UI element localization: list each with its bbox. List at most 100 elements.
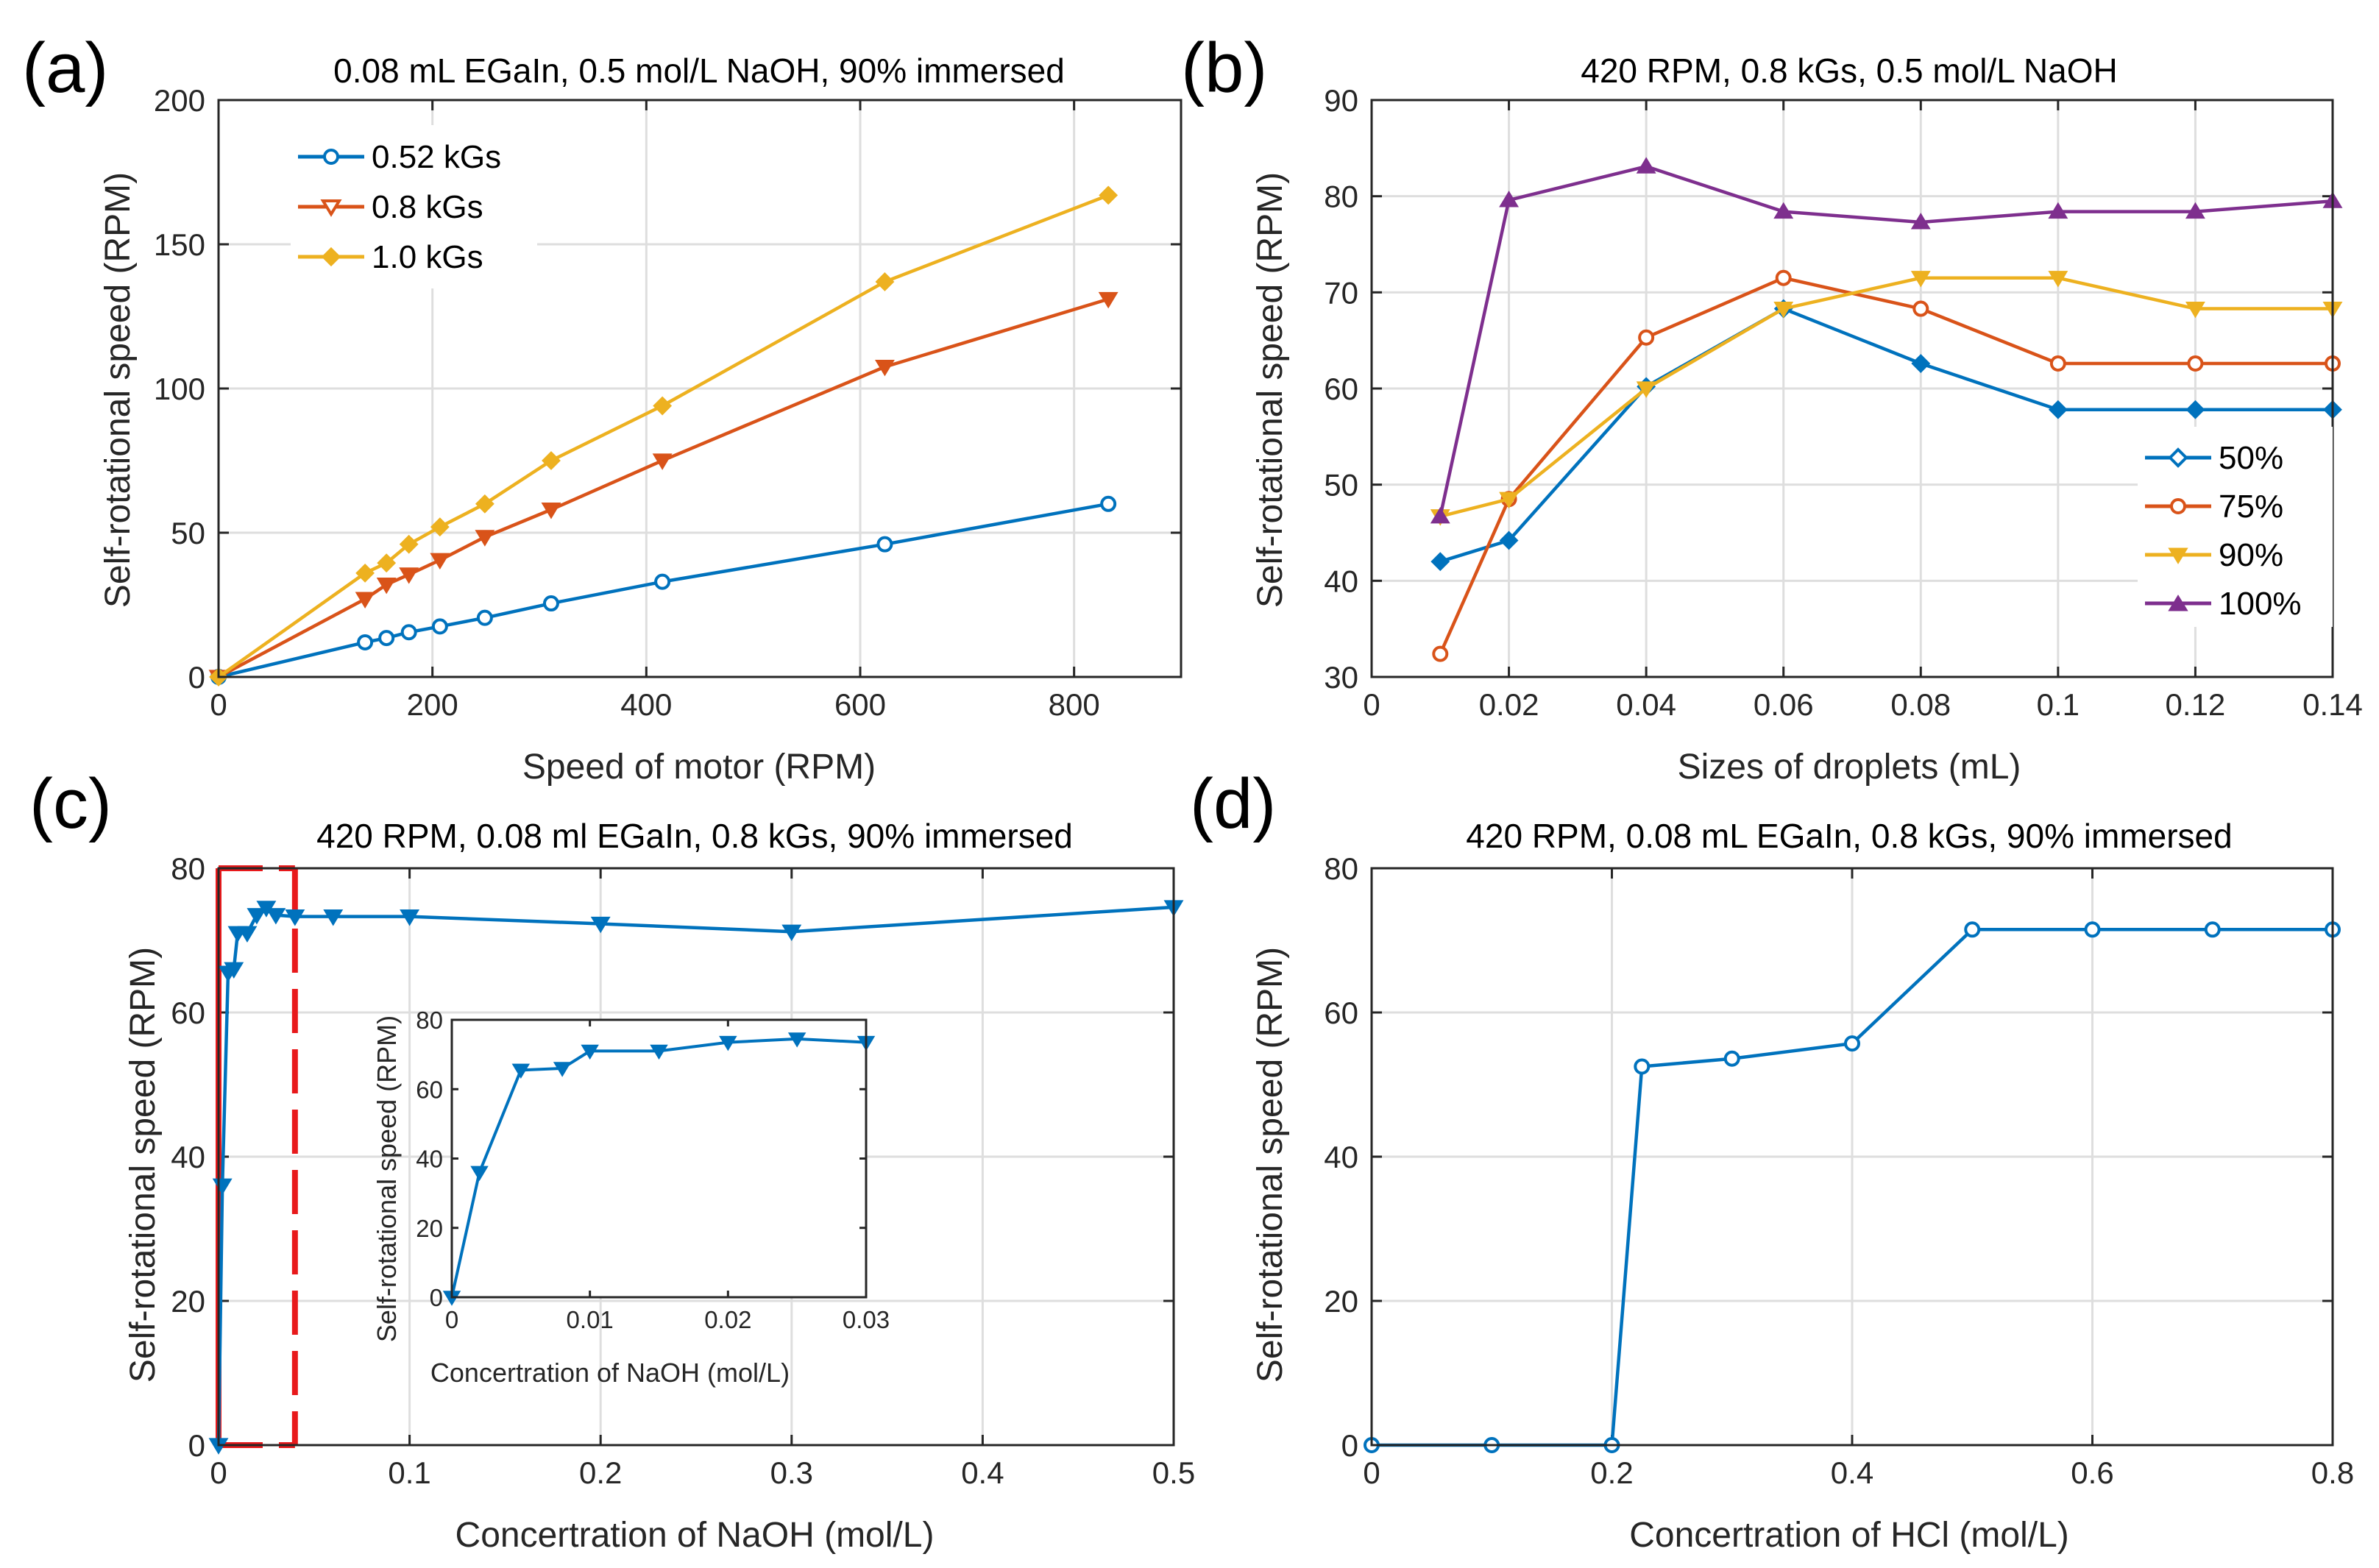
- panel-c-title: 420 RPM, 0.08 ml EGaIn, 0.8 kGs, 90% imm…: [316, 817, 1073, 855]
- panel-d-ytick-label: 20: [1324, 1284, 1358, 1319]
- panel-a-series-3-point: [875, 272, 895, 291]
- panel-d: (d) 420 RPM, 0.08 mL EGaIn, 0.8 kGs, 90%…: [1190, 765, 2354, 1555]
- panel-a-series-3-point: [399, 534, 419, 554]
- panel-b-legend-label-1: 50%: [2219, 440, 2283, 476]
- panel-b-series-2-point: [1775, 269, 1792, 286]
- panel-b-legend: 50% 75% 90% 100%: [2138, 427, 2333, 627]
- panel-a-series-3-point: [475, 494, 494, 514]
- panel-b-series-3-point: [1910, 271, 1931, 288]
- panel-b-legend-label-4: 100%: [2219, 586, 2302, 622]
- panel-c-inset-plot-area: [452, 1020, 866, 1297]
- panel-b-series-1-point: [2048, 400, 2068, 419]
- panel-b-xtick-label: 0.02: [1479, 687, 1539, 722]
- panel-a-axes-frame: [217, 99, 1183, 678]
- panel-b-series-1-point: [1911, 354, 1931, 373]
- panel-c-plot: 0 0.1 0.2 0.3 0.4 0.5 0 20 40 60 80: [171, 851, 1195, 1490]
- panel-b-xtick-label: 0.06: [1754, 687, 1814, 722]
- panel-d-xtick-label: 0: [1363, 1455, 1380, 1490]
- panel-b-legend-box: [2138, 427, 2333, 627]
- panel-a-series-3-point: [377, 553, 397, 573]
- panel-a-series-3-point: [430, 517, 450, 537]
- panel-b-series-3-point: [1499, 492, 1520, 509]
- panel-c-inset-series-1-point: [650, 1044, 668, 1060]
- panel-a-series-2-line: [217, 297, 1109, 678]
- panel-c-series-1-point: [590, 916, 611, 934]
- panel-d-xlabel: Concertration of HCl (mol/L): [1629, 1516, 2069, 1555]
- panel-a-series-1-point: [357, 634, 374, 650]
- panel-d-series-1-point: [1964, 921, 1981, 938]
- panel-b-ytick-label: 40: [1324, 564, 1358, 598]
- panel-b: (b) 420 RPM, 0.8 kGs, 0.5 mol/L NaOH 0 0.…: [1181, 29, 2363, 787]
- panel-a-series-3-line: [217, 194, 1109, 678]
- panel-a-legend-label-2: 0.8 kGs: [372, 189, 483, 225]
- panel-b-xlabel: Sizes of droplets (mL): [1678, 748, 2021, 787]
- panel-b-series-1-point: [1499, 531, 1519, 550]
- panel-a-series-2-point: [652, 453, 673, 470]
- panel-d-xtick-label: 0.4: [1831, 1455, 1873, 1490]
- panel-a-series-1-line: [218, 502, 1109, 679]
- panel-d-series-1-point: [1844, 1035, 1860, 1052]
- panel-c-series-1-point: [266, 908, 286, 925]
- panel-a-xlabel: Speed of motor (RPM): [522, 748, 876, 787]
- panel-a-series-3-point: [355, 563, 375, 583]
- panel-a-series-3-point: [653, 396, 673, 416]
- panel-c-inset-series-1-point: [470, 1166, 489, 1182]
- panel-d-xtick-label: 0.2: [1590, 1455, 1633, 1490]
- panel-c-inset: 0 0.01 0.02 0.03 0 20 40 60 80: [416, 1007, 890, 1333]
- panel-a-series-2-point: [475, 530, 495, 547]
- panel-b-title: 420 RPM, 0.8 kGs, 0.5 mol/L NaOH: [1581, 52, 2117, 90]
- panel-c-inset-ytick-label: 80: [416, 1007, 443, 1034]
- panel-b-series-2-point: [2049, 355, 2066, 372]
- panel-a-series-1-point: [654, 573, 671, 590]
- panel-a-legend-label-1: 0.52 kGs: [372, 139, 501, 175]
- panel-a-series-1-point: [542, 595, 559, 612]
- panel-c-inset-series-1-point: [787, 1032, 806, 1048]
- panel-a-legend-marker-3: [321, 246, 341, 267]
- panel-a-series-1-point: [1100, 495, 1117, 512]
- panel-b-legend-marker-1: [2168, 447, 2188, 468]
- panel-b-series-4-point: [1910, 213, 1931, 230]
- panel-b-series-1-point: [2185, 400, 2205, 419]
- panel-a-ytick-label: 50: [171, 516, 205, 550]
- panel-d-ylabel: Self-rotational speed (RPM): [1251, 947, 1290, 1383]
- panel-a-series-1-point: [400, 624, 417, 641]
- panel-a-xtick-label: 800: [1049, 687, 1100, 722]
- panel-b-ytick-label: 70: [1324, 275, 1358, 310]
- panel-c-ylabel: Self-rotational speed (RPM): [124, 947, 163, 1383]
- panel-b-xtick-label: 0.04: [1616, 687, 1676, 722]
- panel-c-series-1-point: [323, 909, 344, 926]
- panel-b-ytick-label: 50: [1324, 468, 1358, 503]
- panel-a-series-3-point: [1099, 185, 1118, 205]
- panel-c-series-1-point: [400, 909, 420, 926]
- panel-c-inset-series-1-point: [553, 1062, 572, 1077]
- panel-b-xtick-label: 0.12: [2166, 687, 2226, 722]
- panel-c-xtick-label: 0: [210, 1455, 227, 1490]
- panel-b-series-2-point: [1432, 645, 1449, 662]
- panel-c-ytick-label: 80: [171, 851, 205, 886]
- panel-b-series-1-point: [1430, 552, 1450, 572]
- panel-b-ytick-label: 90: [1324, 83, 1358, 118]
- panel-b-ylabel: Self-rotational speed (RPM): [1251, 172, 1290, 608]
- panel-c-inset-series-1-point: [581, 1044, 599, 1060]
- panel-a-legend: 0.52 kGs 0.8 kGs 1.0 kGs: [291, 125, 537, 288]
- panel-a-legend-label-3: 1.0 kGs: [372, 239, 483, 275]
- panel-a-legend-marker-2: [320, 199, 342, 217]
- panel-a-series-3-point: [542, 451, 561, 470]
- panel-b-xtick-label: 0: [1363, 687, 1380, 722]
- panel-a-series-1-point: [378, 630, 395, 647]
- panel-b-ytick-label: 80: [1324, 180, 1358, 214]
- panel-c-series-1-point: [781, 924, 802, 942]
- panel-c: (c) 420 RPM, 0.08 ml EGaIn, 0.8 kGs, 90%…: [29, 765, 1195, 1555]
- panel-a-series-2-point: [399, 567, 419, 584]
- panel-a-series-2-point: [541, 503, 561, 519]
- panel-d-xtick-label: 0.8: [2311, 1455, 2354, 1490]
- panel-c-inset-xtick-label: 0.03: [843, 1306, 890, 1333]
- panel-c-inset-series-1-point: [719, 1035, 737, 1051]
- panel-c-inset-xtick-label: 0: [445, 1306, 458, 1333]
- panel-c-inset-ytick-label: 60: [416, 1076, 443, 1103]
- panel-c-inset-axes-frame: [450, 1018, 868, 1299]
- panel-c-xtick-label: 0.1: [388, 1455, 430, 1490]
- panel-a-series-2-point: [430, 553, 450, 570]
- panel-c-xtick-label: 0.3: [770, 1455, 813, 1490]
